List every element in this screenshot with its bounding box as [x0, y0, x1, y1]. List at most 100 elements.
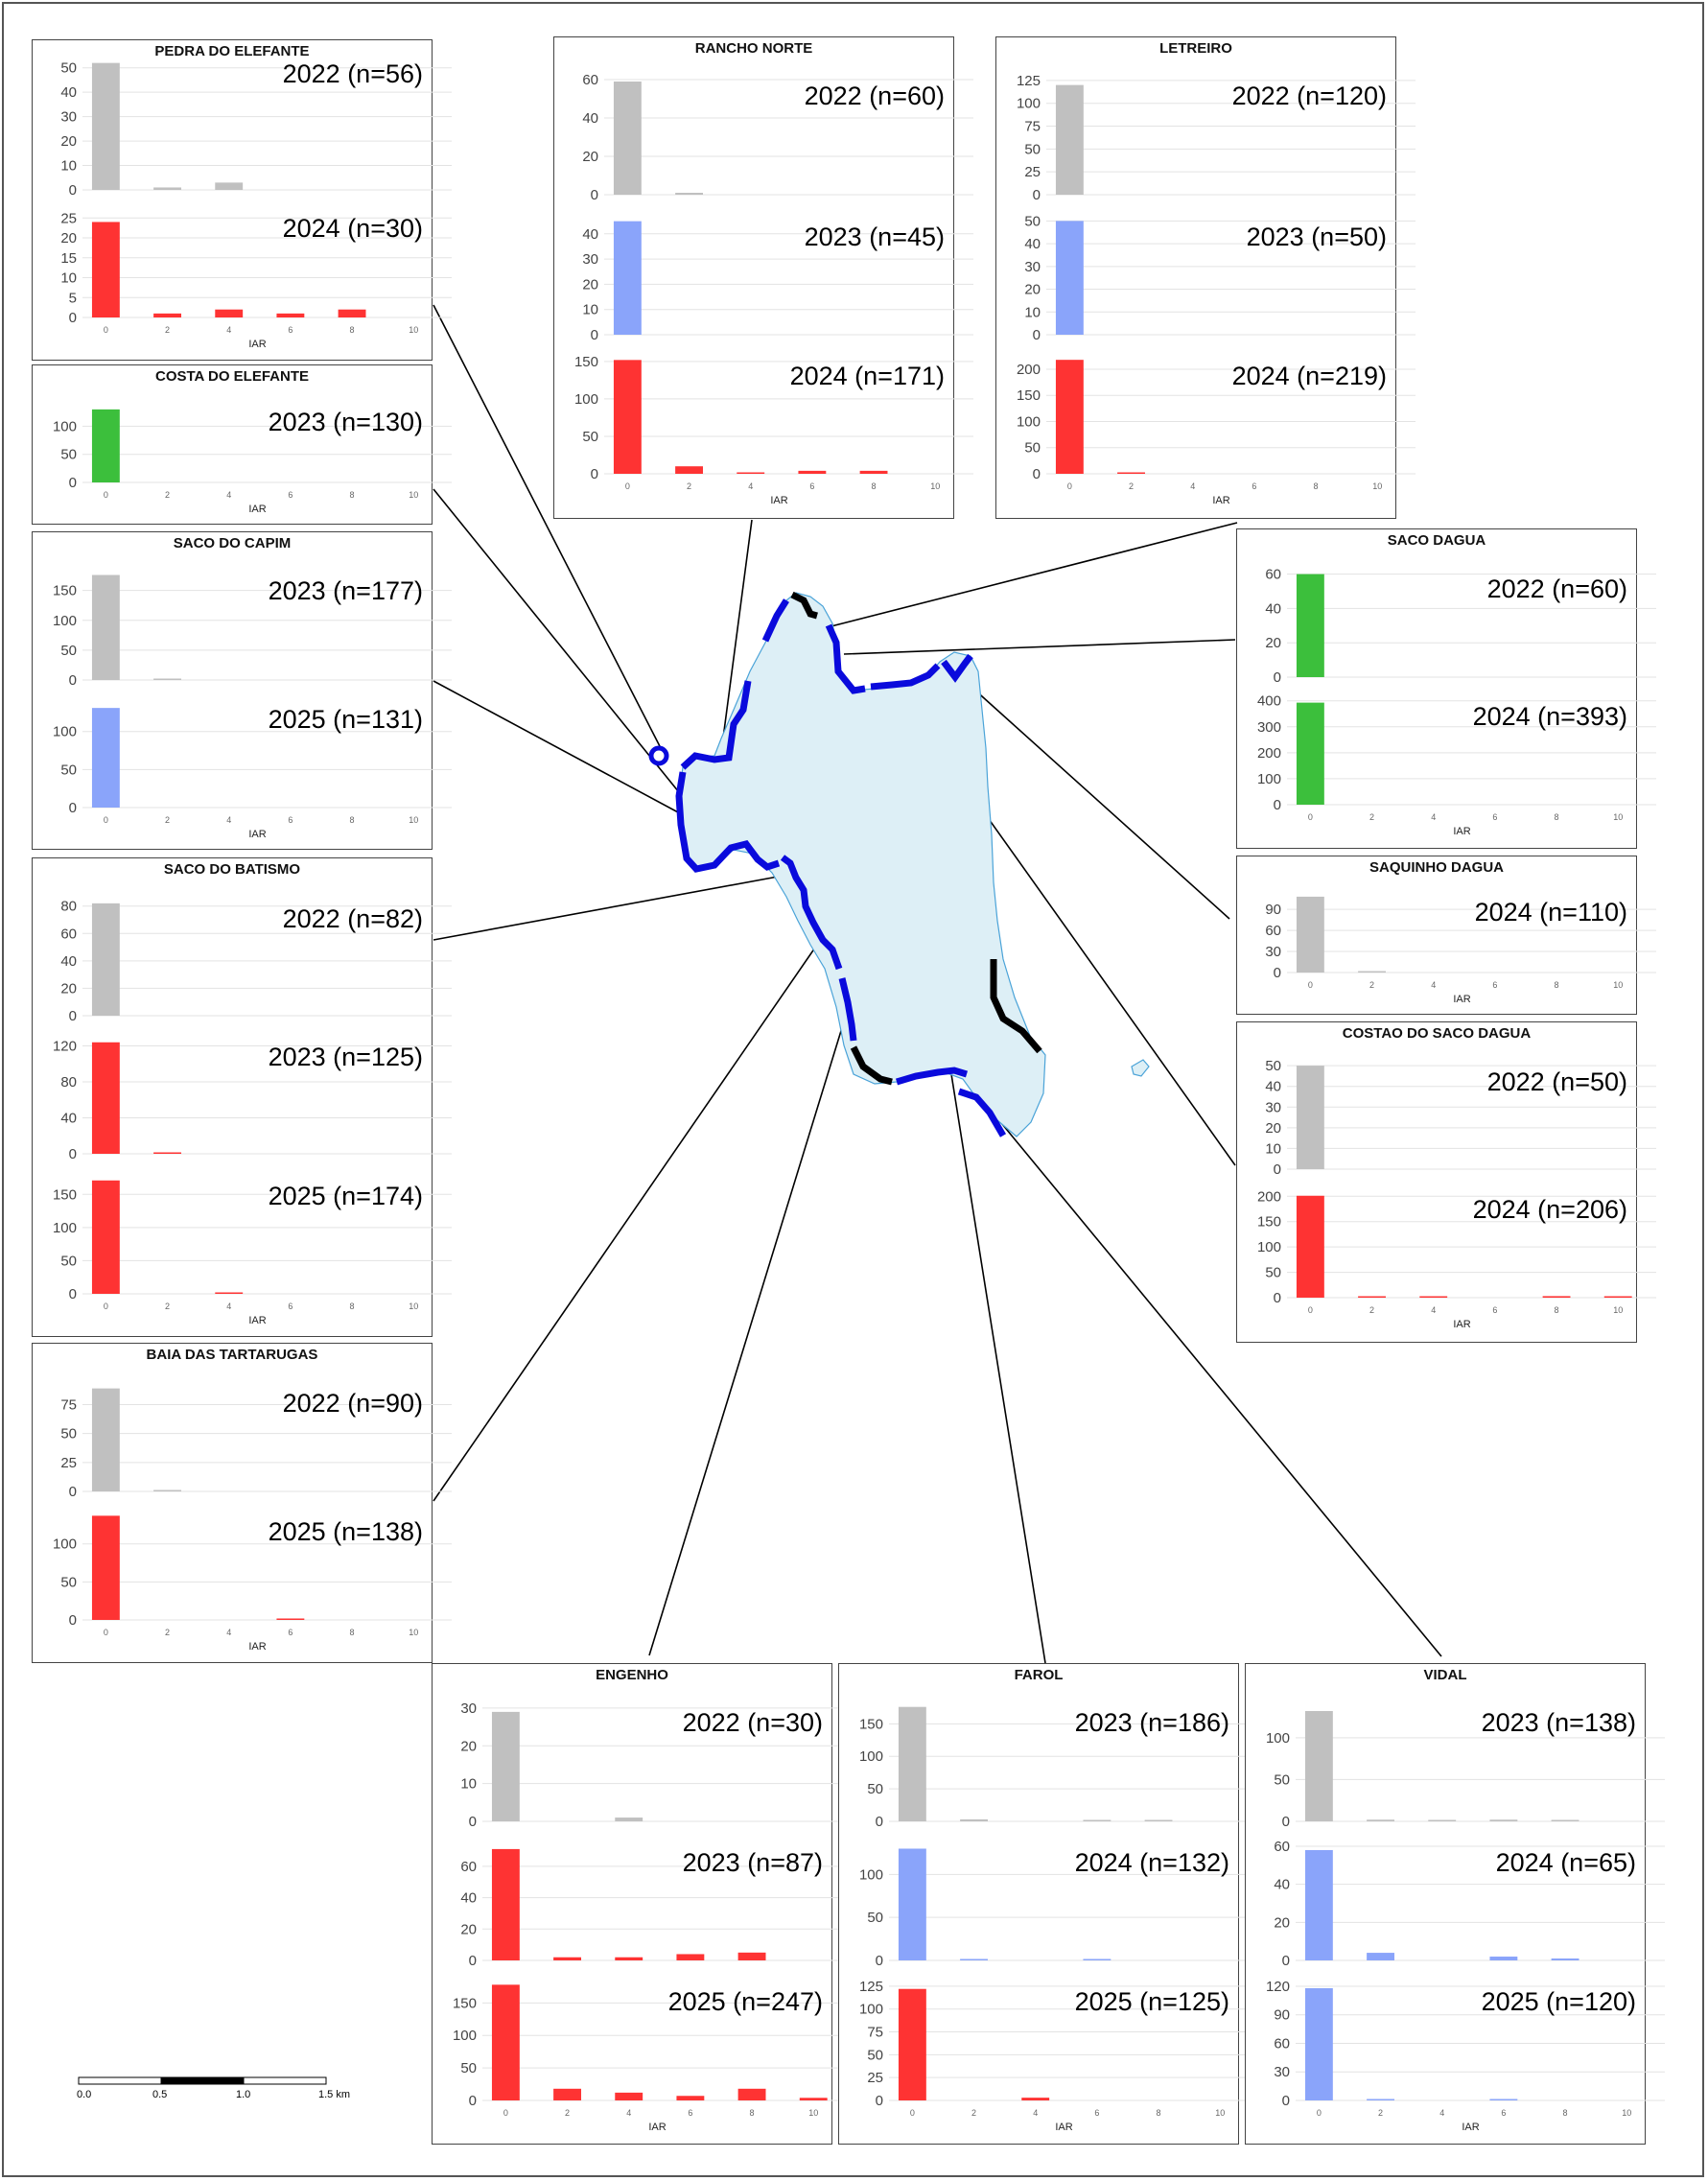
x-tick-label: 0	[1308, 1305, 1313, 1315]
bar	[91, 708, 120, 808]
y-tick-label: 40	[60, 1111, 77, 1127]
y-tick-label: 0	[1274, 669, 1281, 686]
y-tick-label: 20	[60, 230, 77, 246]
series-group: 0 20 40 60 2022 (n=60)	[582, 72, 973, 203]
x-axis-label: IAR	[648, 2122, 666, 2133]
series-group: 0 50 100 150 200 2024 (n=219)	[1017, 360, 1416, 482]
x-tick-label: 2	[687, 481, 691, 491]
series-label: 2024 (n=65)	[1496, 1848, 1636, 1877]
y-tick-label: 80	[60, 1074, 77, 1090]
series-group: 0 20 40 60 2024 (n=65)	[1274, 1839, 1665, 1969]
y-tick-label: 0	[69, 1484, 77, 1500]
x-tick-label: 4	[1431, 1305, 1436, 1315]
series-label: 2023 (n=125)	[269, 1043, 423, 1071]
x-tick-label: 10	[409, 325, 418, 335]
y-tick-label: 0	[1282, 1814, 1290, 1830]
x-tick-label: 4	[1431, 812, 1436, 822]
series-group: 0 50 100 2023 (n=130)	[53, 408, 452, 491]
series-label: 2023 (n=186)	[1075, 1708, 1229, 1737]
chart-svg: 0 25 50 75 2022 (n=90) 0 50 100 2025 (n=138) 0 2 4 6…	[53, 1388, 452, 1653]
y-tick-label: 30	[1265, 944, 1281, 960]
y-tick-label: 25	[60, 1455, 77, 1471]
x-tick-label: 10	[1372, 481, 1382, 491]
y-tick-label: 100	[859, 1748, 883, 1765]
scale-segment	[78, 2076, 162, 2085]
bar	[1296, 896, 1324, 973]
series-label: 2024 (n=206)	[1473, 1195, 1627, 1224]
bar	[737, 472, 765, 474]
panel-title: SACO DAGUA	[1387, 532, 1486, 549]
y-tick-label: 60	[1274, 1839, 1290, 1855]
bar	[1304, 1987, 1333, 2100]
panel-farol: FAROL 0 50 100 150 2023 (n=186) 0 50 100 2024 (n…	[838, 1663, 1258, 2145]
x-tick-label: 8	[1314, 481, 1319, 491]
x-tick-label: 2	[165, 1628, 170, 1637]
bar	[1304, 1710, 1333, 1821]
leader-line	[648, 1020, 845, 1656]
panel-engenho: ENGENHO 0 10 20 30 2022 (n=30) 0 20 40 60 2023 (n…	[432, 1663, 852, 2145]
y-tick-label: 100	[1017, 96, 1041, 112]
y-tick-label: 90	[1265, 902, 1281, 918]
y-tick-label: 40	[460, 1890, 477, 1907]
y-tick-label: 125	[859, 1979, 883, 1995]
panel-title: FAROL	[1014, 1667, 1064, 1683]
x-tick-label: 2	[165, 1302, 170, 1311]
y-tick-label: 100	[53, 613, 77, 629]
y-tick-label: 60	[582, 72, 598, 88]
bar	[1055, 221, 1084, 335]
x-tick-label: 8	[1563, 2108, 1568, 2118]
y-tick-label: 0	[876, 1814, 883, 1830]
y-tick-label: 0	[69, 1612, 77, 1629]
x-tick-label: 10	[409, 490, 418, 500]
panel-title: SACO DO BATISMO	[163, 861, 301, 878]
y-tick-label: 10	[1265, 1140, 1281, 1157]
y-tick-label: 20	[460, 1738, 477, 1754]
islet	[1131, 1059, 1150, 1077]
y-tick-label: 0	[591, 466, 598, 482]
series-label: 2025 (n=247)	[668, 1987, 823, 2016]
x-tick-label: 4	[226, 1302, 231, 1311]
y-tick-label: 0	[469, 1814, 477, 1830]
x-tick-label: 10	[409, 815, 418, 825]
x-tick-label: 2	[971, 2108, 976, 2118]
y-tick-label: 25	[1024, 164, 1041, 180]
y-tick-label: 50	[1024, 213, 1041, 229]
x-tick-label: 6	[288, 490, 292, 500]
x-tick-label: 4	[226, 815, 231, 825]
y-tick-label: 50	[582, 429, 598, 445]
scale-label: 0.0	[77, 2089, 91, 2100]
series-label: 2023 (n=138)	[1482, 1708, 1636, 1737]
island-shape	[678, 592, 1046, 1137]
coast-segment-blue	[870, 663, 941, 691]
y-tick-label: 100	[1257, 1239, 1281, 1255]
y-tick-label: 75	[1024, 119, 1041, 135]
y-tick-label: 50	[867, 1781, 883, 1797]
x-tick-label: 8	[872, 481, 877, 491]
coast-segment-black	[790, 591, 818, 620]
series-label: 2023 (n=45)	[805, 223, 945, 251]
bar	[1296, 574, 1324, 677]
x-axis-label: IAR	[248, 829, 266, 840]
y-tick-label: 80	[60, 899, 77, 915]
scale-segment	[160, 2076, 245, 2085]
x-tick-label: 8	[350, 1302, 355, 1311]
x-tick-label: 4	[226, 1628, 231, 1637]
x-tick-label: 0	[1308, 980, 1313, 990]
x-tick-label: 0	[503, 2108, 508, 2118]
x-tick-label: 0	[1308, 812, 1313, 822]
x-tick-label: 6	[288, 815, 292, 825]
bar	[675, 193, 703, 195]
bar	[1489, 1957, 1518, 1960]
y-tick-label: 0	[591, 327, 598, 343]
y-tick-label: 150	[574, 354, 598, 370]
y-tick-label: 150	[1017, 387, 1041, 404]
bar	[153, 678, 181, 680]
scale-label: 1.5 km	[318, 2089, 350, 2100]
y-tick-label: 200	[1257, 1188, 1281, 1205]
x-tick-label: 6	[1252, 481, 1256, 491]
series-label: 2024 (n=30)	[283, 214, 423, 243]
bar	[491, 1711, 520, 1821]
